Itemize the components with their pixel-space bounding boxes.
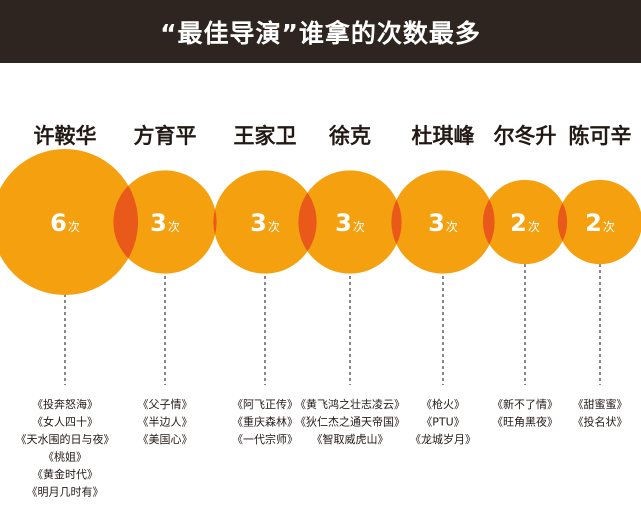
count-unit: 次 bbox=[528, 220, 540, 234]
count-unit: 次 bbox=[168, 220, 180, 234]
count-value: 3 bbox=[335, 209, 352, 237]
count-label: 2次 bbox=[585, 209, 615, 237]
count-label: 6次 bbox=[50, 209, 80, 237]
bubble bbox=[113, 170, 217, 274]
film-title: 《黄飞鸿之壮志凌云》 bbox=[295, 397, 405, 411]
bubble bbox=[298, 170, 402, 274]
count-value: 3 bbox=[150, 209, 167, 237]
bubble bbox=[213, 170, 317, 274]
film-title: 《重庆森林》 bbox=[232, 415, 298, 429]
film-title: 《龙城岁月》 bbox=[410, 432, 476, 446]
film-title: 《明月几时有》 bbox=[27, 485, 104, 499]
film-title: 《天水围的日与夜》 bbox=[16, 432, 115, 446]
count-value: 2 bbox=[585, 209, 602, 237]
film-title: 《女人四十》 bbox=[32, 415, 98, 429]
bubble bbox=[0, 149, 138, 295]
count-unit: 次 bbox=[353, 220, 365, 234]
count-unit: 次 bbox=[446, 220, 458, 234]
count-unit: 次 bbox=[68, 220, 80, 234]
count-unit: 次 bbox=[268, 220, 280, 234]
count-value: 2 bbox=[510, 209, 527, 237]
film-title: 《一代宗师》 bbox=[232, 432, 298, 446]
director-name: 陈可辛 bbox=[569, 124, 632, 148]
film-title: 《枪火》 bbox=[421, 397, 465, 411]
bubble bbox=[482, 179, 568, 265]
count-label: 3次 bbox=[250, 209, 280, 237]
bubble-overlap bbox=[391, 199, 402, 245]
director-name: 杜琪峰 bbox=[412, 124, 475, 148]
count-unit: 次 bbox=[603, 220, 615, 234]
director-name: 王家卫 bbox=[234, 124, 297, 148]
director-name: 徐克 bbox=[328, 124, 371, 148]
count-value: 3 bbox=[250, 209, 267, 237]
director-name: 方育平 bbox=[134, 124, 197, 148]
bubble bbox=[557, 179, 641, 265]
film-title: 《新不了情》 bbox=[492, 397, 558, 411]
film-title: 《黄金时代》 bbox=[32, 467, 98, 481]
chart-title: “最佳导演”谁拿的次数最多 bbox=[160, 18, 481, 48]
director-name: 许鞍华 bbox=[34, 124, 97, 148]
bubble-overlap bbox=[557, 202, 568, 242]
bubble-chart: 许鞍华6次《投奔怒海》《女人四十》《天水围的日与夜》《桃姐》《黄金时代》《明月几… bbox=[0, 124, 641, 499]
bubble-overlap bbox=[113, 185, 138, 259]
director-name: 尔冬升 bbox=[494, 124, 557, 148]
bubble-overlap bbox=[298, 192, 317, 252]
film-title: 《投名状》 bbox=[573, 415, 628, 429]
count-value: 3 bbox=[428, 209, 445, 237]
film-title: 《智取威虎山》 bbox=[312, 432, 389, 446]
bubble-overlap bbox=[213, 209, 217, 235]
count-label: 3次 bbox=[150, 209, 180, 237]
bubble bbox=[391, 170, 495, 274]
count-label: 3次 bbox=[335, 209, 365, 237]
film-title: 《半边人》 bbox=[138, 415, 193, 429]
count-value: 6 bbox=[50, 209, 67, 237]
film-title: 《旺角黑夜》 bbox=[492, 415, 558, 429]
film-title: 《狄仁杰之通天帝国》 bbox=[295, 415, 405, 429]
bubble-overlap bbox=[482, 199, 495, 245]
film-title: 《美国心》 bbox=[138, 433, 193, 446]
film-title: 《桃姐》 bbox=[43, 450, 87, 464]
film-title: 《甜蜜蜜》 bbox=[573, 397, 628, 411]
film-title: 《投奔怒海》 bbox=[32, 397, 98, 411]
film-title: 《父子情》 bbox=[138, 398, 193, 411]
film-title: 《阿飞正传》 bbox=[232, 398, 298, 411]
count-label: 2次 bbox=[510, 209, 540, 237]
count-label: 3次 bbox=[428, 209, 458, 237]
header-bar: “最佳导演”谁拿的次数最多 bbox=[0, 0, 641, 63]
film-title: 《PTU》 bbox=[421, 416, 464, 429]
